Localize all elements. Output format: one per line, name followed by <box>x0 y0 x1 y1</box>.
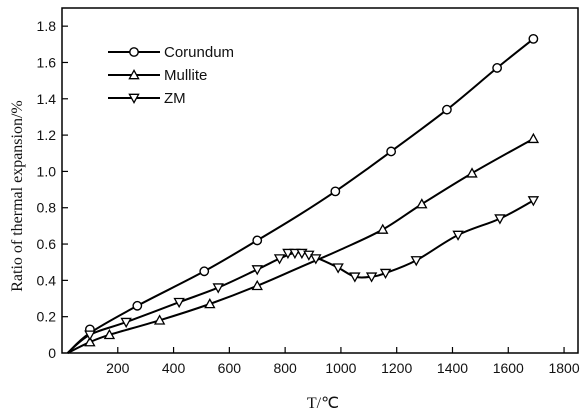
legend-item-zm: ZM <box>108 90 186 107</box>
zm-point <box>84 330 96 341</box>
corundum-point <box>528 33 539 44</box>
mullite-point <box>204 298 216 309</box>
mullite-point <box>103 328 116 340</box>
zm-point <box>173 297 185 309</box>
mullite-point <box>416 198 428 209</box>
mullite-point <box>251 279 263 291</box>
zm-point <box>289 248 301 260</box>
zm-point <box>410 256 422 267</box>
plot-frame <box>61 7 579 354</box>
corundum-point <box>252 235 263 246</box>
zm-point <box>379 268 392 280</box>
legend-item-mullite: Mullite <box>108 67 207 84</box>
y-tick-label: 0 <box>48 345 56 361</box>
corundum-point <box>132 300 143 311</box>
corundum-point <box>330 186 341 197</box>
legend-marker <box>129 47 139 57</box>
zm-point <box>120 317 132 329</box>
corundum-point <box>386 146 397 157</box>
plot-area <box>66 33 540 354</box>
y-tick-label: 0.4 <box>37 272 57 288</box>
x-tick-label: 1200 <box>381 360 412 376</box>
x-axis-title: T/℃ <box>307 395 339 412</box>
zm-point <box>310 254 322 265</box>
series-corundum <box>66 33 539 354</box>
zm-point <box>251 265 263 276</box>
y-tick-label: 1.0 <box>37 163 57 179</box>
x-tick-label: 1000 <box>325 360 356 376</box>
series-mullite <box>67 132 540 354</box>
legend: Corundum Mullite ZM <box>108 44 234 107</box>
legend-label: ZM <box>164 90 186 107</box>
legend-label: Corundum <box>164 44 234 61</box>
x-tick-label: 1400 <box>437 360 468 376</box>
axes: 200 400 600 800 1000 1200 1400 1600 1800 0 0.2 0.4 0… <box>37 7 580 376</box>
x-tick-label: 1800 <box>548 360 579 376</box>
zm-point <box>527 196 540 207</box>
mullite-point <box>84 336 96 347</box>
zm-point <box>332 263 344 274</box>
legend-label: Mullite <box>164 67 207 84</box>
zm-point <box>212 283 224 294</box>
legend-marker <box>128 93 140 104</box>
mullite-point <box>377 223 389 234</box>
y-tick-label: 1.8 <box>37 18 57 34</box>
x-tick-label: 600 <box>218 360 242 376</box>
mullite-point <box>527 132 540 144</box>
y-tick-label: 1.4 <box>37 91 57 107</box>
y-tick-label: 0.2 <box>37 309 57 325</box>
zm-point <box>494 214 506 225</box>
zm-point <box>365 272 378 283</box>
corundum-point <box>199 266 210 277</box>
x-tick-label: 1600 <box>493 360 524 376</box>
y-tick-label: 0.8 <box>37 200 57 216</box>
zm-point <box>452 230 464 241</box>
corundum-point <box>492 63 503 73</box>
x-tick-label: 400 <box>162 360 186 376</box>
zm-point <box>273 254 286 265</box>
zm-point <box>349 272 361 283</box>
mullite-point <box>153 314 166 325</box>
x-tick-label: 800 <box>273 360 297 376</box>
y-tick-label: 0.6 <box>37 236 57 252</box>
zm-point <box>282 248 294 260</box>
x-tick-label: 200 <box>106 360 130 376</box>
legend-item-corundum: Corundum <box>108 44 234 61</box>
y-tick-label: 1.6 <box>37 54 57 70</box>
y-tick-label: 1.2 <box>37 127 57 143</box>
corundum-point <box>442 104 452 115</box>
series-zm <box>66 196 540 354</box>
zm-line <box>66 199 534 354</box>
mullite-line <box>67 137 534 354</box>
mullite-point <box>466 167 478 178</box>
legend-marker <box>128 69 140 80</box>
y-axis-title: Ratio of thermal expansion/% <box>9 100 26 292</box>
